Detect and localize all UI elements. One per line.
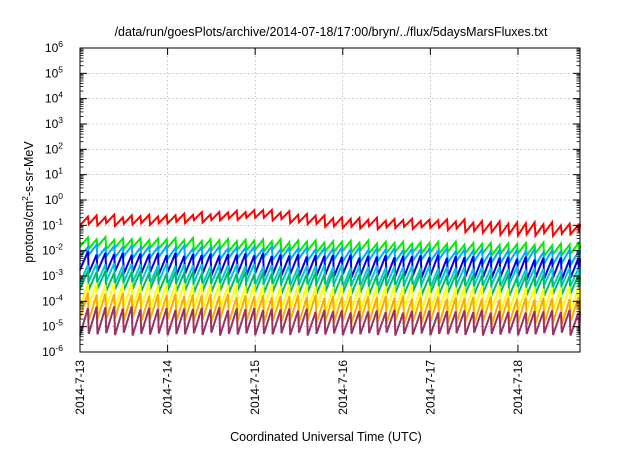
x-tick-label: 2014-7-18 [511, 360, 525, 415]
x-tick-label: 2014-7-16 [336, 360, 350, 415]
series-line [79, 207, 581, 239]
x-tick-label: 2014-7-17 [423, 360, 437, 415]
y-tick-label: 10-3 [42, 267, 63, 283]
y-tick-label: 10-6 [42, 343, 63, 359]
x-tick-labels: 2014-7-13 2014-7-14 2014-7-15 2014-7-16 2014… [73, 360, 525, 415]
x-axis-label: Coordinated Universal Time (UTC) [230, 430, 422, 444]
y-axis-label: protons/cm2-s-sr-MeV [20, 141, 36, 263]
x-tick-label: 2014-7-15 [248, 360, 262, 415]
y-tick-label: 10-1 [42, 216, 63, 232]
y-tick-label: 105 [45, 64, 63, 80]
y-tick-label: 10-5 [42, 318, 63, 334]
y-tick-label: 10-2 [42, 242, 63, 258]
y-tick-label: 102 [45, 140, 63, 156]
y-tick-label: 10-4 [42, 292, 63, 308]
y-tick-label: 104 [45, 90, 63, 106]
y-tick-label: 106 [45, 39, 63, 55]
x-tick-label: 2014-7-14 [161, 360, 175, 415]
series-group [79, 207, 581, 336]
y-axis-label-superscript: 2 [20, 196, 30, 201]
y-tick-label: 101 [45, 166, 63, 182]
y-axis-label-unit: -s-sr-MeV [22, 141, 36, 197]
x-tick-label: 2014-7-13 [73, 360, 87, 415]
y-tick-label: 103 [45, 115, 63, 131]
y-tick-labels: 10-6 10-5 10-4 10-3 10-2 10-1 100 101 102 103 104 1… [42, 39, 63, 359]
y-axis-label-main: protons/cm [22, 201, 36, 263]
axis-ticks [79, 47, 580, 353]
chart-title: /data/run/goesPlots/archive/2014-07-18/1… [115, 25, 548, 39]
y-tick-label: 100 [45, 191, 63, 207]
series-line [79, 306, 581, 336]
